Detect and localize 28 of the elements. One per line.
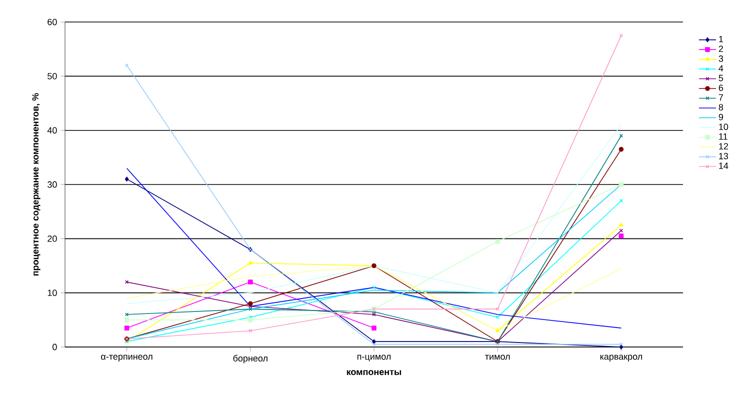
legend-label: 8 bbox=[718, 104, 724, 110]
y-tick-label: 20 bbox=[48, 235, 57, 242]
y-tick-label: 0 bbox=[52, 344, 57, 350]
y-tick-label: 40 bbox=[47, 127, 57, 134]
x-tick-label: тимол bbox=[485, 354, 510, 360]
legend-label: 12 bbox=[719, 143, 728, 150]
legend-label: 14 bbox=[719, 162, 728, 169]
legend-label: 7 bbox=[718, 94, 723, 101]
y-tick-label: 30 bbox=[48, 181, 57, 188]
legend-label: 1 bbox=[719, 36, 723, 42]
x-tick-label: α-терпинеол bbox=[101, 354, 152, 362]
legend-label: 3 bbox=[718, 55, 724, 62]
legend-label: 6 bbox=[718, 84, 724, 91]
x-tick-label: карвакрол bbox=[600, 354, 642, 362]
x-tick-label: п-цимол bbox=[357, 354, 391, 362]
y-tick-label: 10 bbox=[48, 290, 57, 296]
x-tick-label: борнеол bbox=[233, 354, 268, 364]
legend-label: 11 bbox=[719, 133, 728, 140]
y-tick-label: 50 bbox=[48, 72, 57, 80]
legend-label: 5 bbox=[718, 74, 724, 82]
legend-label: 2 bbox=[718, 46, 723, 52]
legend-label: 10 bbox=[719, 124, 728, 130]
y-tick-label: 60 bbox=[48, 18, 57, 26]
legend-label: 4 bbox=[718, 65, 724, 72]
x-axis-title: компоненты bbox=[346, 370, 402, 376]
legend-label: 9 bbox=[718, 114, 724, 120]
y-axis-title: процентное содержание компонентов, % bbox=[32, 93, 40, 276]
legend-label: 13 bbox=[719, 152, 728, 160]
